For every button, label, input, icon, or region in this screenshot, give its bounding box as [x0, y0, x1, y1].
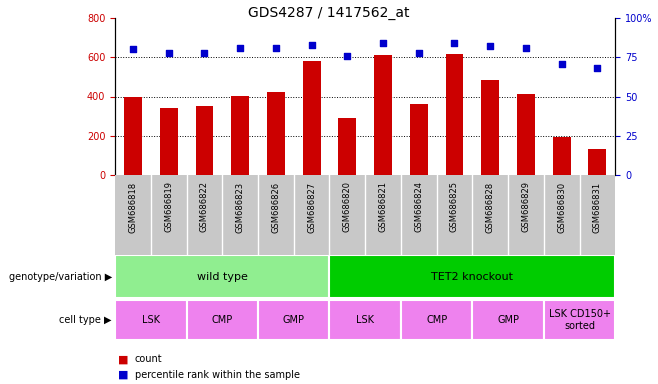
Text: wild type: wild type	[197, 271, 248, 281]
Point	[413, 50, 424, 56]
Bar	[258, 300, 330, 340]
Text: GSM686821: GSM686821	[378, 181, 388, 232]
Point	[270, 45, 281, 51]
Bar	[553, 137, 570, 175]
Text: cell type ▶: cell type ▶	[59, 315, 112, 325]
Text: LSK: LSK	[356, 315, 374, 325]
Bar	[303, 61, 320, 175]
Bar	[517, 94, 535, 175]
Point	[307, 41, 317, 48]
Bar	[115, 255, 330, 298]
Point	[199, 50, 210, 56]
Point	[163, 50, 174, 56]
Bar	[195, 106, 213, 175]
Text: LSK: LSK	[142, 315, 160, 325]
Bar	[588, 149, 606, 175]
Text: count: count	[135, 354, 163, 364]
Text: LSK CD150+
sorted: LSK CD150+ sorted	[549, 309, 611, 331]
Bar	[231, 96, 249, 175]
Bar	[445, 54, 463, 175]
Text: GSM686829: GSM686829	[521, 181, 530, 232]
Text: GSM686818: GSM686818	[128, 181, 138, 233]
Bar	[124, 96, 142, 175]
Point	[592, 65, 603, 71]
Text: ■: ■	[118, 370, 129, 380]
Text: GSM686823: GSM686823	[236, 181, 245, 233]
Point	[449, 40, 460, 46]
Point	[485, 43, 495, 49]
Point	[128, 46, 138, 53]
Text: GMP: GMP	[497, 315, 519, 325]
Text: GSM686828: GSM686828	[486, 181, 495, 233]
Text: genotype/variation ▶: genotype/variation ▶	[9, 271, 112, 281]
Text: GDS4287 / 1417562_at: GDS4287 / 1417562_at	[248, 7, 410, 20]
Text: GSM686819: GSM686819	[164, 181, 173, 232]
Text: GMP: GMP	[283, 315, 305, 325]
Text: GSM686826: GSM686826	[271, 181, 280, 233]
Bar	[401, 300, 472, 340]
Text: GSM686824: GSM686824	[415, 181, 423, 232]
Bar	[115, 300, 187, 340]
Text: GSM686830: GSM686830	[557, 181, 566, 233]
Text: CMP: CMP	[212, 315, 233, 325]
Text: GSM686820: GSM686820	[343, 181, 352, 232]
Bar	[544, 300, 615, 340]
Text: GSM686825: GSM686825	[450, 181, 459, 232]
Text: GSM686827: GSM686827	[307, 181, 316, 233]
Bar	[338, 118, 356, 175]
Text: GSM686822: GSM686822	[200, 181, 209, 232]
Point	[342, 53, 353, 59]
Point	[378, 40, 388, 46]
Text: percentile rank within the sample: percentile rank within the sample	[135, 370, 300, 380]
Bar	[410, 104, 428, 175]
Text: GSM686831: GSM686831	[593, 181, 602, 233]
Bar	[330, 255, 615, 298]
Bar	[374, 55, 392, 175]
Bar	[187, 300, 258, 340]
Point	[520, 45, 531, 51]
Bar	[481, 80, 499, 175]
Bar	[472, 300, 544, 340]
Text: ■: ■	[118, 354, 129, 364]
Bar	[267, 92, 285, 175]
Bar	[330, 300, 401, 340]
Text: TET2 knockout: TET2 knockout	[432, 271, 513, 281]
Point	[235, 45, 245, 51]
Point	[557, 60, 567, 66]
Text: CMP: CMP	[426, 315, 447, 325]
Bar	[160, 108, 178, 175]
